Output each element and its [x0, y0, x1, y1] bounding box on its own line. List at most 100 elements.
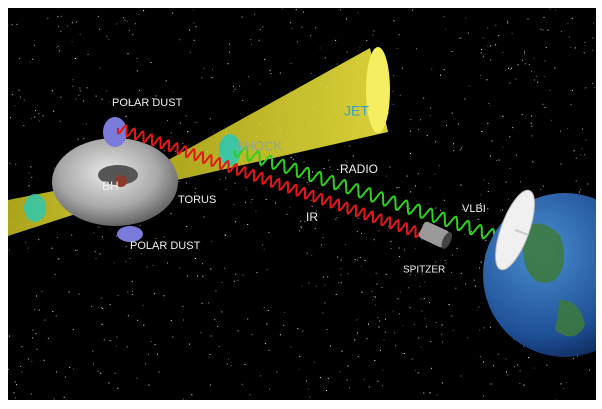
star: [75, 98, 77, 100]
star: [299, 356, 301, 358]
star: [36, 348, 38, 350]
star: [132, 34, 134, 36]
star: [578, 191, 580, 193]
star: [426, 326, 427, 328]
star: [435, 322, 437, 323]
star: [148, 353, 149, 355]
star: [237, 330, 239, 332]
star: [394, 332, 396, 334]
star: [451, 315, 453, 317]
star: [42, 115, 44, 117]
star: [158, 371, 160, 373]
star: [314, 27, 316, 29]
spitzer-telescope: [418, 221, 453, 249]
star: [341, 350, 343, 352]
star: [430, 341, 432, 342]
star: [523, 384, 525, 386]
star: [235, 273, 237, 275]
star: [371, 214, 373, 216]
star: [507, 22, 509, 24]
star: [87, 53, 89, 55]
star: [406, 175, 408, 177]
star: [35, 333, 37, 335]
star: [374, 296, 376, 298]
star: [129, 101, 131, 103]
star: [264, 343, 266, 345]
star: [453, 143, 454, 145]
star: [143, 10, 145, 12]
star: [227, 63, 229, 65]
star: [170, 132, 172, 134]
star: [490, 59, 492, 61]
star: [302, 330, 304, 332]
star: [60, 30, 62, 32]
star: [185, 115, 187, 117]
star: [219, 178, 221, 180]
star: [303, 161, 305, 163]
star: [113, 262, 115, 264]
star: [60, 15, 62, 17]
star: [251, 334, 253, 336]
star: [516, 154, 517, 156]
star: [532, 161, 534, 163]
star: [218, 346, 220, 348]
star: [378, 326, 380, 328]
star: [146, 266, 148, 268]
star: [141, 253, 143, 255]
star: [194, 121, 196, 123]
star: [324, 302, 326, 304]
star: [72, 79, 74, 81]
star: [125, 246, 127, 248]
star: [155, 238, 157, 239]
star: [178, 181, 180, 182]
star: [415, 370, 417, 372]
star: [303, 177, 305, 179]
star: [200, 332, 202, 334]
star: [202, 275, 204, 277]
star: [20, 365, 22, 367]
star: [290, 157, 292, 158]
star: [51, 90, 53, 92]
star: [13, 392, 15, 394]
star: [136, 58, 138, 59]
star: [174, 150, 176, 152]
star: [390, 248, 392, 250]
star: [10, 117, 11, 119]
star: [72, 85, 74, 87]
star: [116, 235, 118, 237]
star: [440, 74, 441, 76]
star: [192, 9, 194, 11]
star: [127, 291, 129, 293]
star: [328, 159, 330, 161]
star: [340, 259, 342, 261]
bh-label: BH: [102, 179, 119, 193]
star: [517, 64, 519, 66]
star: [592, 50, 594, 52]
star: [327, 276, 329, 278]
star: [117, 295, 119, 296]
star: [91, 306, 92, 307]
jet-label: JET: [344, 103, 369, 119]
star: [544, 107, 546, 109]
star: [524, 63, 526, 65]
star: [375, 272, 377, 274]
star: [444, 28, 446, 30]
star: [72, 368, 74, 370]
star: [210, 384, 211, 386]
star: [68, 291, 70, 293]
star: [570, 46, 572, 48]
star: [375, 304, 377, 306]
star: [248, 76, 249, 77]
star: [279, 334, 281, 336]
star: [377, 380, 379, 382]
star: [93, 363, 94, 365]
star: [311, 205, 313, 207]
star: [384, 331, 386, 333]
star: [389, 166, 391, 168]
jet-end: [366, 47, 390, 133]
torus-hole: [98, 165, 138, 185]
star: [127, 315, 129, 317]
star: [581, 148, 583, 150]
star: [196, 121, 198, 123]
star: [349, 145, 351, 147]
